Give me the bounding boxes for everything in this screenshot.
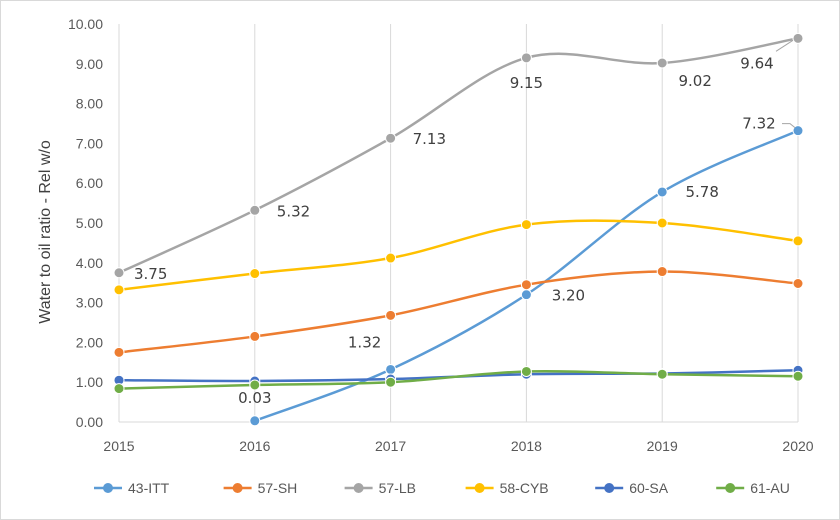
y-axis-title: Water to oil ratio - Rel w/o <box>37 140 54 324</box>
point-43-itt <box>249 415 261 427</box>
legend-item-60-sa: 60-SA <box>595 480 669 496</box>
point-61-au <box>249 379 261 391</box>
y-tick-label: 2.00 <box>76 334 103 350</box>
legend-label: 57-LB <box>379 480 416 496</box>
data-label-43-itt: 5.78 <box>685 183 718 201</box>
point-57-sh <box>385 309 397 321</box>
data-label-57-lb: 9.64 <box>740 54 773 72</box>
axes: 0.00 1.00 2.00 3.00 4.00 5.00 6.00 7.00 8.00 9.00… <box>68 16 814 454</box>
x-tick-label: 2015 <box>103 438 134 454</box>
x-tick-label: 2016 <box>239 438 270 454</box>
legend-marker <box>103 483 113 493</box>
legend-label: 61-AU <box>750 480 790 496</box>
legend-item-43-itt: 43-ITT <box>94 480 170 496</box>
point-57-lb <box>792 32 804 44</box>
y-tick-label: 3.00 <box>76 295 103 311</box>
y-tick-label: 1.00 <box>76 374 103 390</box>
point-61-au <box>385 376 397 388</box>
legend-item-61-au: 61-AU <box>716 480 790 496</box>
series-line-58-cyb <box>117 219 800 292</box>
point-57-lb <box>520 52 532 64</box>
data-label-57-lb: 9.02 <box>678 72 711 90</box>
point-61-au <box>113 383 125 395</box>
point-61-au <box>792 370 804 382</box>
data-label-57-lb: 9.15 <box>510 74 543 92</box>
data-label-43-itt: 3.20 <box>552 287 585 305</box>
point-57-sh <box>792 277 804 289</box>
point-57-lb <box>249 204 261 216</box>
point-58-cyb <box>385 252 397 264</box>
series-markers <box>113 32 804 427</box>
y-tick-label: 10.00 <box>68 16 103 32</box>
y-tick-label: 5.00 <box>76 215 103 231</box>
y-tick-label: 7.00 <box>76 135 103 151</box>
data-labels: 0.03 1.32 3.20 5.78 7.32 3.75 5.32 7.13 9.15 9.02… <box>134 39 796 407</box>
point-57-sh <box>249 330 261 342</box>
point-57-lb <box>385 132 397 144</box>
legend-marker <box>604 483 615 493</box>
data-label-43-itt: 1.32 <box>348 333 381 351</box>
data-label-57-lb: 5.32 <box>277 202 310 220</box>
legend-label: 60-SA <box>629 480 669 496</box>
legend-marker <box>353 483 364 493</box>
series-line-61-au <box>117 369 800 390</box>
y-tick-label: 6.00 <box>76 175 103 191</box>
legend-item-57-sh: 57-SH <box>223 480 298 496</box>
series-line-57-sh <box>117 270 800 354</box>
y-tick-label: 4.00 <box>76 255 103 271</box>
y-tick-label: 0.00 <box>76 414 103 430</box>
legend-item-57-lb: 57-LB <box>344 480 416 496</box>
data-label-57-lb: 3.75 <box>134 265 167 283</box>
point-58-cyb <box>113 284 125 296</box>
x-tick-label: 2018 <box>511 438 542 454</box>
point-58-cyb <box>520 219 532 231</box>
y-tick-label: 9.00 <box>76 56 103 72</box>
x-tick-label: 2019 <box>647 438 678 454</box>
legend-label: 57-SH <box>258 480 298 496</box>
point-57-sh <box>520 279 532 291</box>
legend-marker <box>232 483 243 493</box>
x-tick-label: 2017 <box>375 438 406 454</box>
legend-marker <box>725 483 736 493</box>
series-lines <box>117 37 800 423</box>
data-label-43-itt: 0.03 <box>238 389 271 407</box>
legend: 43-ITT 57-SH 57-LB 58-CYB 60-SA 61-AU <box>94 480 790 496</box>
point-43-itt <box>656 186 668 198</box>
legend-label: 58-CYB <box>500 480 549 496</box>
point-57-sh <box>113 346 125 358</box>
point-43-itt <box>385 363 397 375</box>
x-tick-label: 2020 <box>782 438 813 454</box>
point-57-lb <box>113 267 125 279</box>
series-line-57-lb <box>117 37 800 274</box>
legend-label: 43-ITT <box>128 480 170 496</box>
data-label-43-itt: 7.32 <box>742 115 775 133</box>
point-58-cyb <box>656 217 668 229</box>
point-61-au <box>656 368 668 380</box>
point-57-sh <box>656 266 668 278</box>
leader-line <box>782 123 796 129</box>
point-61-au <box>520 365 532 377</box>
point-43-itt <box>520 289 532 301</box>
point-58-cyb <box>792 235 804 247</box>
point-58-cyb <box>249 268 261 280</box>
legend-item-58-cyb: 58-CYB <box>465 480 549 496</box>
leader-line <box>775 39 794 52</box>
y-tick-label: 8.00 <box>76 96 103 112</box>
point-43-itt <box>792 125 804 137</box>
legend-marker <box>474 483 485 493</box>
point-57-lb <box>656 57 668 69</box>
data-label-57-lb: 7.13 <box>413 130 446 148</box>
